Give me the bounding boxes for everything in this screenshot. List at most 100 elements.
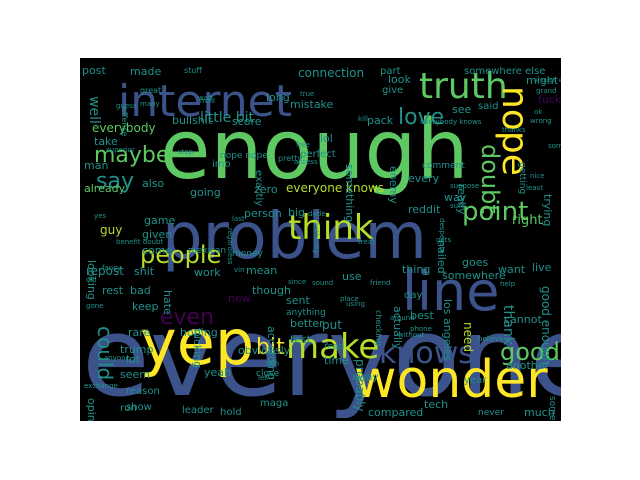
cloud-word: everyone bbox=[82, 293, 561, 421]
cloud-word: take bbox=[94, 135, 118, 148]
cloud-word: cannot bbox=[504, 313, 542, 326]
cloud-word: dude bbox=[308, 210, 326, 218]
cloud-word: everybody bbox=[92, 121, 156, 135]
cloud-word: day bbox=[404, 290, 422, 301]
cloud-word: superior bbox=[106, 146, 135, 154]
cloud-word: connection bbox=[298, 66, 364, 80]
cloud-word: sent bbox=[286, 294, 310, 307]
cloud-word: given bbox=[142, 228, 172, 241]
cloud-word: everyone knows bbox=[286, 181, 384, 195]
cloud-word: help bbox=[500, 280, 516, 288]
cloud-word: big bbox=[288, 206, 305, 219]
cloud-word: truth bbox=[419, 66, 508, 107]
cloud-word: make bbox=[286, 327, 379, 367]
cloud-word: game bbox=[144, 214, 175, 227]
cloud-word: well bbox=[86, 96, 102, 124]
cloud-word: away bbox=[352, 372, 378, 383]
cloud-word: access bbox=[294, 158, 318, 166]
cloud-word: money bbox=[232, 249, 264, 259]
cloud-word: yes bbox=[94, 212, 106, 220]
cloud-word: enough bbox=[160, 103, 469, 198]
cloud-word: exchange bbox=[84, 382, 118, 390]
cloud-word: last bbox=[232, 215, 245, 223]
cloud-word: according bbox=[265, 326, 278, 380]
cloud-word: right bbox=[512, 213, 543, 228]
cloud-word: good enough bbox=[539, 286, 553, 365]
cloud-word: tech bbox=[424, 398, 448, 411]
cloud-word: thing bbox=[402, 263, 430, 276]
cloud-word: vin bbox=[234, 266, 245, 274]
cloud-word: kill bbox=[358, 115, 368, 123]
cloud-word: since bbox=[288, 278, 306, 286]
cloud-word: every bbox=[408, 172, 440, 185]
cloud-word: maybe bbox=[94, 143, 169, 168]
cloud-word: best bbox=[410, 309, 434, 322]
cloud-word: anything bbox=[286, 308, 326, 318]
cloud-word: internet bbox=[118, 76, 292, 127]
cloud-word: old bbox=[86, 276, 97, 284]
cloud-word: great bbox=[140, 86, 161, 95]
cloud-word: enough enough bbox=[534, 77, 561, 84]
cloud-word: without bbox=[398, 331, 425, 339]
cloud-word: might bbox=[526, 74, 559, 87]
cloud-word: see bbox=[452, 103, 471, 116]
cloud-word: offense bbox=[120, 107, 129, 137]
cloud-word: maga bbox=[260, 398, 288, 409]
cloud-word: look bbox=[388, 73, 412, 86]
cloud-word: made bbox=[130, 65, 161, 78]
cloud-word: guess bbox=[116, 102, 137, 110]
cloud-word: better bbox=[290, 317, 324, 330]
cloud-word: somewhere else bbox=[464, 66, 545, 77]
cloud-word: nailed bbox=[435, 240, 448, 274]
cloud-word: everybody knows bbox=[420, 118, 482, 126]
cloud-word: could bbox=[93, 326, 117, 380]
cloud-word: use bbox=[342, 270, 362, 283]
cloud-word: sound bbox=[312, 279, 333, 287]
cloud-word: sure bbox=[450, 202, 465, 210]
cloud-word: though bbox=[252, 284, 291, 297]
cloud-word: need bbox=[461, 322, 475, 352]
word-cloud: everyone enough problem yep wonder line intern… bbox=[80, 58, 561, 421]
cloud-word: little bit bbox=[200, 110, 254, 126]
cloud-word: leader bbox=[182, 405, 215, 416]
cloud-word: good bbox=[500, 338, 560, 366]
cloud-word: los angeles bbox=[441, 299, 454, 361]
cloud-word: lol bbox=[320, 132, 333, 145]
cloud-word: part bbox=[380, 66, 401, 77]
cloud-word: compared bbox=[368, 406, 423, 419]
cloud-word: post bbox=[82, 64, 106, 77]
cloud-word: someone bbox=[547, 396, 557, 421]
cloud-word: show bbox=[126, 402, 152, 413]
cloud-word: shit bbox=[134, 265, 155, 278]
cloud-word: love bbox=[398, 105, 444, 130]
cloud-word: nope bbox=[494, 86, 535, 176]
cloud-word: mistake bbox=[290, 98, 334, 111]
cloud-word: mexican bbox=[188, 246, 226, 256]
cloud-word: repost bbox=[86, 264, 124, 278]
cloud-word: doubt bbox=[476, 144, 504, 214]
cloud-word: line bbox=[402, 260, 499, 323]
cloud-word: new bbox=[228, 292, 251, 305]
cloud-word: let bbox=[258, 374, 267, 382]
cloud-word: knows bbox=[379, 336, 474, 371]
cloud-word: obviously bbox=[238, 344, 291, 357]
cloud-word: thank bbox=[500, 305, 516, 346]
cloud-word: nice bbox=[530, 172, 545, 180]
cloud-word: never bbox=[478, 408, 504, 418]
cloud-word: bullshit bbox=[172, 114, 213, 127]
cloud-word: hoping bbox=[180, 326, 218, 339]
cloud-word: long bbox=[266, 91, 290, 104]
cloud-word: rare bbox=[128, 326, 151, 339]
cloud-word: opinion bbox=[85, 398, 98, 421]
cloud-word: come bbox=[142, 244, 172, 257]
cloud-word: trying bbox=[541, 194, 554, 226]
cloud-word: sorry bbox=[548, 142, 561, 150]
cloud-word: keep bbox=[132, 300, 159, 313]
cloud-word: gone bbox=[86, 302, 103, 310]
cloud-word: read bbox=[324, 342, 344, 352]
cloud-word: also bbox=[142, 177, 165, 190]
cloud-word: checking bbox=[374, 310, 383, 346]
cloud-word: people bbox=[140, 241, 221, 269]
cloud-word: run bbox=[120, 403, 137, 414]
